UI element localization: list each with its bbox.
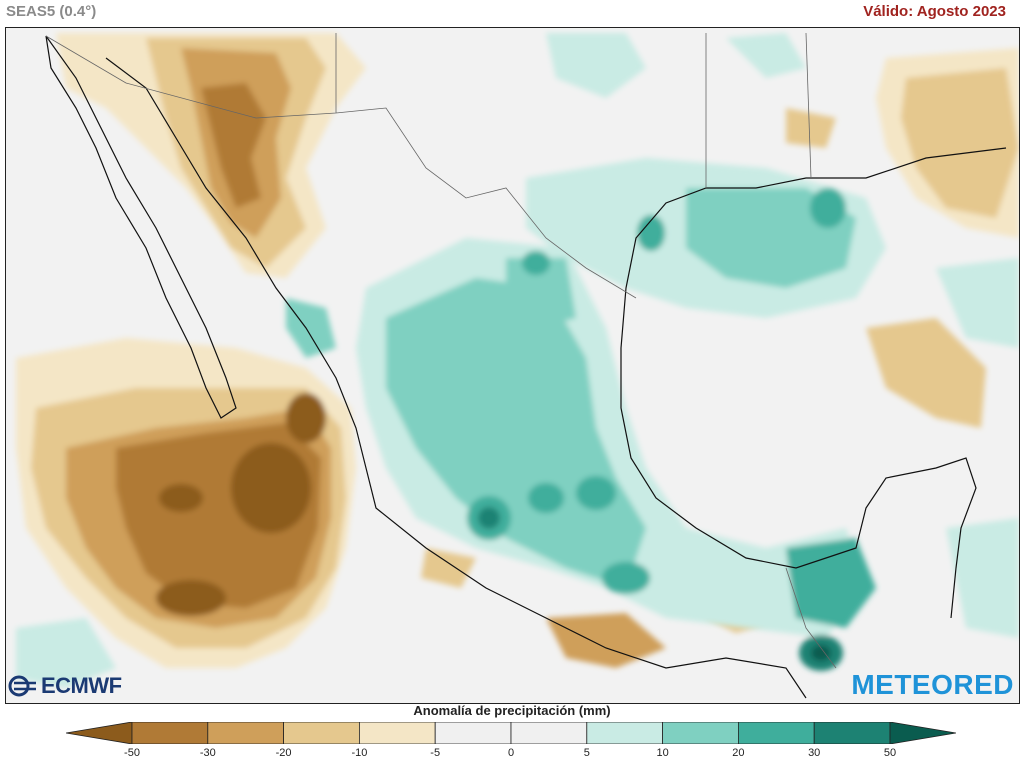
colorbar-tick-label: -50 bbox=[124, 747, 140, 759]
colorbar-segment bbox=[662, 722, 739, 744]
colorbar-tick-label: 50 bbox=[883, 747, 897, 759]
colorbar-segment bbox=[207, 722, 285, 744]
dry-anomaly-areas bbox=[16, 33, 1019, 668]
ecmwf-icon bbox=[8, 675, 36, 697]
wet-anomaly-areas bbox=[16, 33, 1019, 688]
colorbar-segment bbox=[510, 722, 588, 744]
colorbar-tick-label: 10 bbox=[656, 747, 669, 759]
colorbar-tick-label: -5 bbox=[430, 747, 441, 759]
ecmwf-logo: ECMWF bbox=[8, 673, 122, 699]
colorbar-arrow-high bbox=[889, 722, 956, 744]
model-label: SEAS5 (0.4°) bbox=[6, 3, 97, 20]
colorbar-tick-label: -10 bbox=[351, 747, 368, 759]
precipitation-anomaly-map bbox=[5, 27, 1020, 704]
colorbar-tick-label: -20 bbox=[275, 747, 292, 759]
colorbar-tick-label: 20 bbox=[732, 747, 745, 759]
coastlines bbox=[45, 35, 1007, 699]
colorbar bbox=[66, 722, 956, 744]
valid-date-label: Válido: Agosto 2023 bbox=[863, 3, 1006, 20]
colorbar-segment bbox=[434, 722, 512, 744]
ecmwf-logo-text: ECMWF bbox=[41, 673, 122, 698]
colorbar-tick-label: 0 bbox=[507, 747, 515, 759]
colorbar-title: Anomalía de precipitación (mm) bbox=[413, 703, 611, 718]
colorbar-tick-label: 30 bbox=[808, 747, 821, 759]
colorbar-segment bbox=[358, 722, 436, 744]
colorbar-segment bbox=[131, 722, 209, 744]
colorbar-segment bbox=[813, 722, 891, 744]
colorbar-segment bbox=[586, 722, 663, 744]
colorbar-segment bbox=[283, 722, 360, 744]
meteored-logo: METEORED bbox=[851, 669, 1014, 700]
colorbar-tick-label: -30 bbox=[199, 747, 216, 759]
borders bbox=[45, 32, 837, 669]
colorbar-arrow-low bbox=[66, 722, 133, 744]
colorbar-segment bbox=[738, 722, 815, 744]
colorbar-tick-label: 5 bbox=[583, 747, 590, 759]
